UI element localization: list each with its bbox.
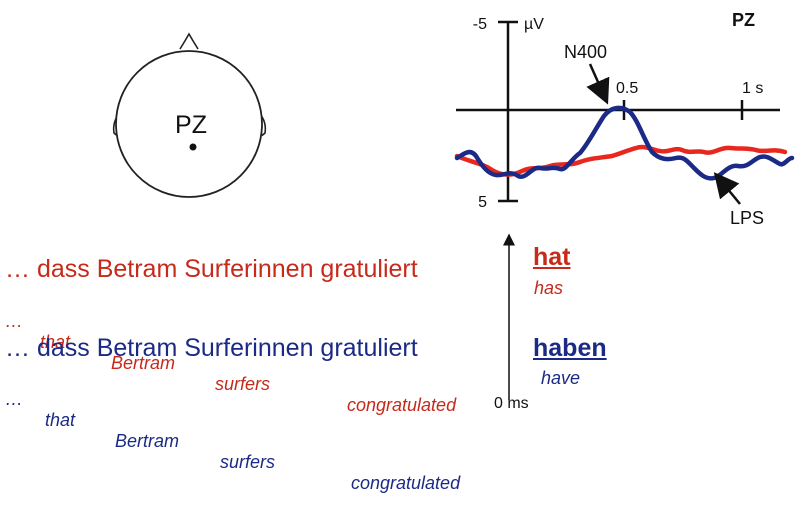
electrode-label: PZ <box>175 111 207 139</box>
gloss-word: Bertram <box>111 353 176 373</box>
gloss-word: surfers <box>220 452 276 472</box>
erp-plot: -5 µV 5 0.5 1 s PZ N400 LPS <box>454 10 795 225</box>
gloss-word: that <box>40 332 71 352</box>
y-axis-bottom-tick-label: 5 <box>478 194 487 211</box>
onset-marker <box>503 233 515 400</box>
waveform-red-condition <box>454 144 788 177</box>
electrode-dot-pz <box>189 143 197 151</box>
n400-annotation: N400 <box>564 42 607 62</box>
english-gloss-red: … that Bertram surfers congratulated <box>5 290 495 437</box>
waveform-blue-condition <box>454 105 795 181</box>
gloss-word: congratulated <box>351 473 461 493</box>
y-axis-unit-label: µV <box>524 16 544 33</box>
verb-red: hat <box>533 243 571 271</box>
verb-blue: haben <box>533 334 607 362</box>
gloss-word: … <box>5 389 23 409</box>
head-outline <box>115 50 263 198</box>
nose-shape <box>179 32 199 50</box>
verb-gloss-blue: have <box>541 368 581 388</box>
german-sentence-blue: … dass Betram Surferinnen gratuliert <box>5 334 418 362</box>
gloss-word: … <box>5 311 23 331</box>
figure: PZ -5 µV 5 0.5 1 s PZ N400 LPS <box>5 10 795 493</box>
gloss-word: surfers <box>215 374 271 394</box>
channel-label: PZ <box>732 10 755 30</box>
lps-arrow <box>713 172 741 205</box>
verb-gloss-red: has <box>534 278 564 298</box>
y-axis-top-tick-label: -5 <box>473 16 487 33</box>
lps-annotation: LPS <box>730 208 764 225</box>
gloss-word: congratulated <box>347 395 457 415</box>
scalp-head-diagram: PZ <box>112 32 267 198</box>
english-gloss-blue: … that Bertram surfers congratulated <box>5 368 495 515</box>
gloss-word: that <box>45 410 76 430</box>
onset-label: 0 ms <box>494 395 529 412</box>
x-axis-tick-05-label: 0.5 <box>616 80 638 97</box>
german-sentence-red: … dass Betram Surferinnen gratuliert <box>5 255 418 283</box>
x-axis-tick-1s-label: 1 s <box>742 80 763 97</box>
n400-arrow <box>586 63 610 105</box>
gloss-word: Bertram <box>115 431 180 451</box>
